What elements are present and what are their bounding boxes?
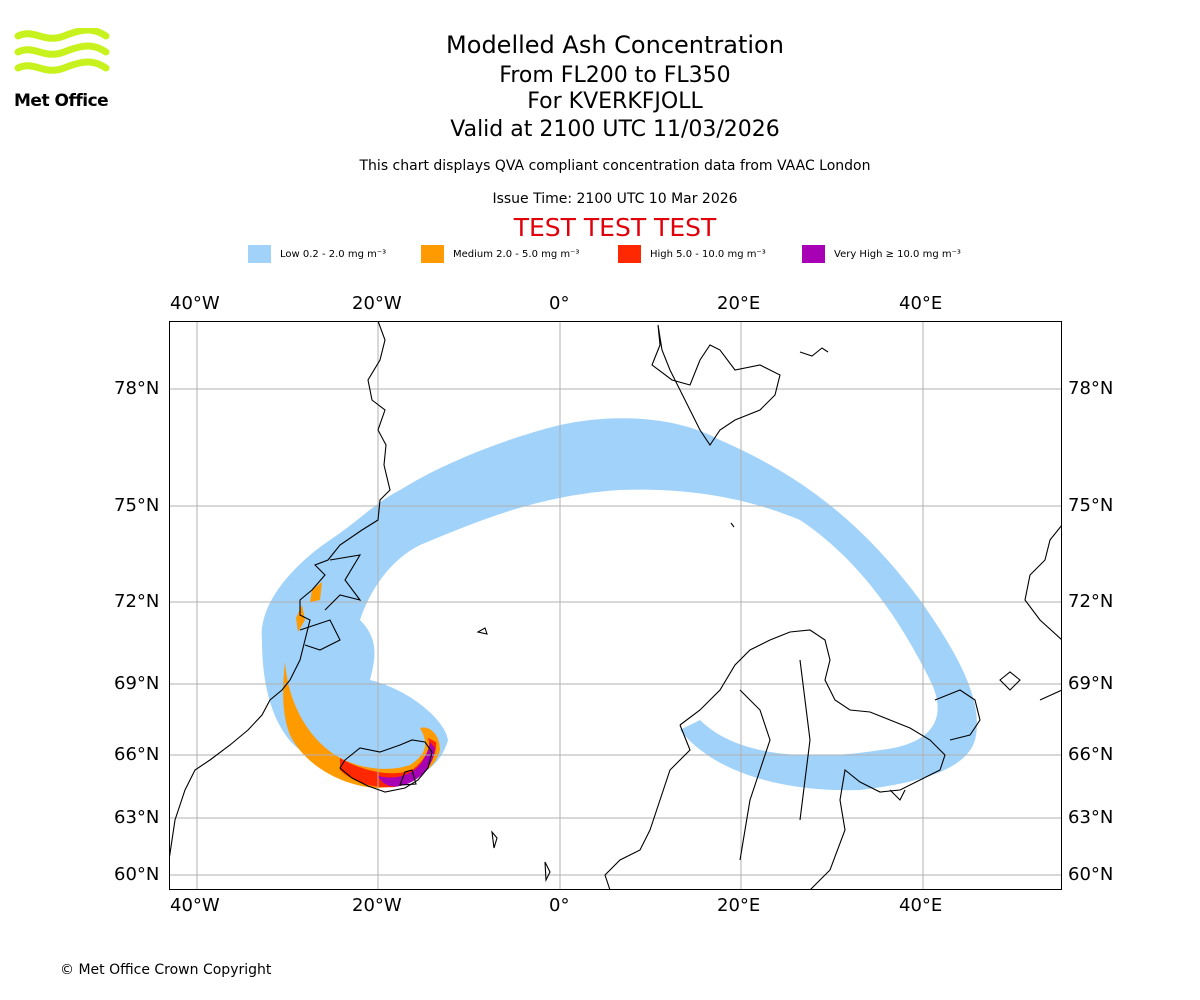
lat-label-right-72n: 72°N bbox=[1068, 591, 1114, 612]
lon-label-top-40e: 40°E bbox=[899, 293, 943, 314]
legend-swatch-very-high bbox=[802, 245, 825, 263]
chart-title: Modelled Ash Concentration bbox=[446, 31, 784, 59]
chart-description: This chart displays QVA compliant concen… bbox=[359, 158, 871, 174]
lat-label-right-66n: 66°N bbox=[1068, 744, 1114, 765]
legend-item-high: High 5.0 - 10.0 mg m⁻³ bbox=[618, 244, 766, 264]
legend-label-high: High 5.0 - 10.0 mg m⁻³ bbox=[650, 248, 766, 260]
met-office-wave-icon bbox=[14, 26, 110, 74]
iceland-coast bbox=[339, 739, 433, 793]
flight-levels: From FL200 to FL350 bbox=[499, 63, 731, 88]
lat-label-left-78n: 78°N bbox=[114, 378, 160, 399]
lat-label-left-63n: 63°N bbox=[114, 807, 160, 828]
lat-label-right-75n: 75°N bbox=[1068, 495, 1114, 516]
test-banner: TEST TEST TEST bbox=[513, 213, 717, 242]
ash-low-region bbox=[261, 418, 977, 791]
met-office-logo: Met Office bbox=[14, 26, 114, 118]
legend-label-low: Low 0.2 - 2.0 mg m⁻³ bbox=[280, 248, 387, 260]
lat-label-left-66n: 66°N bbox=[114, 744, 160, 765]
greenland-coast bbox=[169, 321, 391, 861]
lon-label-bottom-40e: 40°E bbox=[899, 895, 943, 916]
lon-label-top-0: 0° bbox=[549, 293, 570, 314]
legend-item-low: Low 0.2 - 2.0 mg m⁻³ bbox=[248, 244, 386, 264]
legend-item-medium: Medium 2.0 - 5.0 mg m⁻³ bbox=[421, 244, 579, 264]
legend-swatch-medium bbox=[421, 245, 444, 263]
legend-item-very-high: Very High ≥ 10.0 mg m⁻³ bbox=[802, 244, 961, 264]
legend-swatch-high bbox=[618, 245, 641, 263]
lon-label-bottom-20e: 20°E bbox=[717, 895, 761, 916]
lon-label-top-20e: 20°E bbox=[717, 293, 761, 314]
volcano-name: For KVERKFJOLL bbox=[527, 89, 703, 114]
copyright-notice: © Met Office Crown Copyright bbox=[60, 962, 272, 978]
lon-label-bottom-0: 0° bbox=[549, 895, 570, 916]
lat-label-right-60n: 60°N bbox=[1068, 864, 1114, 885]
issue-time: Issue Time: 2100 UTC 10 Mar 2026 bbox=[492, 191, 738, 207]
map-frame bbox=[169, 321, 1062, 890]
svalbard-coast bbox=[651, 324, 781, 446]
map-gridlines bbox=[169, 321, 1062, 890]
ash-map bbox=[169, 321, 1062, 890]
lon-label-top-20w: 20°W bbox=[352, 293, 402, 314]
lat-label-left-75n: 75°N bbox=[114, 495, 160, 516]
ash-very-high-region bbox=[378, 742, 435, 787]
lon-label-bottom-20w: 20°W bbox=[352, 895, 402, 916]
lat-label-right-69n: 69°N bbox=[1068, 673, 1114, 694]
legend-label-very-high: Very High ≥ 10.0 mg m⁻³ bbox=[834, 248, 961, 260]
lat-label-left-72n: 72°N bbox=[114, 591, 160, 612]
lat-label-right-78n: 78°N bbox=[1068, 378, 1114, 399]
logo-text: Met Office bbox=[14, 91, 109, 111]
lat-label-left-69n: 69°N bbox=[114, 673, 160, 694]
lon-label-bottom-40w: 40°W bbox=[170, 895, 220, 916]
legend-label-medium: Medium 2.0 - 5.0 mg m⁻³ bbox=[453, 248, 580, 260]
scandinavia-coast bbox=[679, 629, 946, 890]
legend-swatch-low bbox=[248, 245, 271, 263]
lon-label-top-40w: 40°W bbox=[170, 293, 220, 314]
coastlines bbox=[169, 321, 1062, 890]
lat-label-left-60n: 60°N bbox=[114, 864, 160, 885]
lat-label-right-63n: 63°N bbox=[1068, 807, 1114, 828]
valid-time: Valid at 2100 UTC 11/03/2026 bbox=[450, 117, 780, 142]
